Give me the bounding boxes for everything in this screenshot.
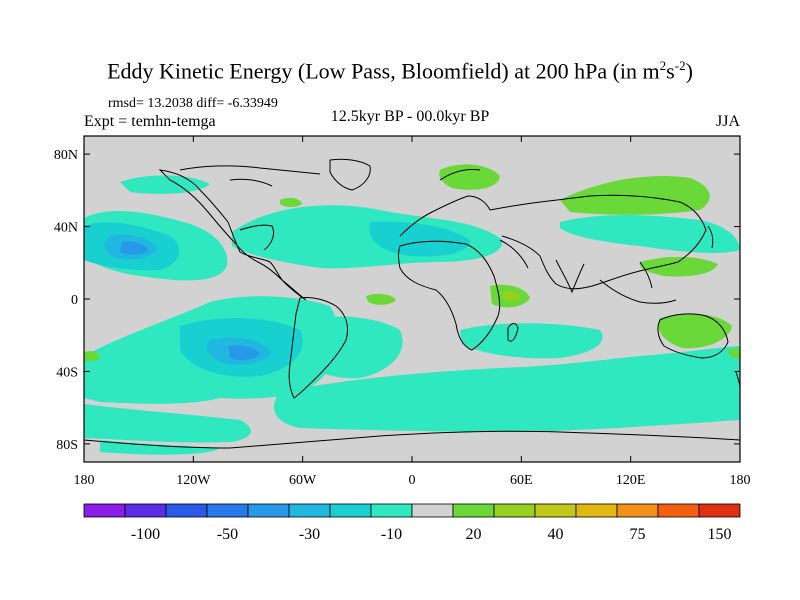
contour-green-southwest-pacific	[728, 348, 740, 359]
lat-tick-label: 80N	[54, 148, 78, 163]
title-unit-s: s	[666, 58, 675, 84]
colorbar-swatch	[411, 503, 454, 518]
title-exponent-2: -2	[674, 58, 686, 73]
contour-cyan-south-atlantic	[300, 316, 403, 379]
lat-tick-label: 0	[71, 293, 78, 308]
colorbar-swatch	[575, 503, 618, 518]
colorbar-label: -100	[131, 526, 160, 543]
contour-green-europe	[439, 164, 500, 190]
colorbar-label: 20	[466, 526, 482, 543]
lat-tick-label: 40N	[54, 221, 78, 236]
experiment-label: Expt = temhn-temga	[84, 113, 216, 130]
coastline-southeast-asia	[599, 261, 677, 304]
colorbar-swatch	[247, 503, 290, 518]
coastline-europe	[399, 169, 491, 237]
colorbar-swatch	[370, 503, 413, 518]
contour-core-blue-south-pacific	[228, 345, 260, 361]
colorbar-swatch	[493, 503, 536, 518]
colorbar: -100 -50 -30 -10 20 40 75 150	[83, 503, 741, 543]
contour-fill-layer	[84, 164, 740, 455]
lon-tick-label: 120E	[616, 473, 646, 488]
title-close-paren: )	[685, 58, 693, 84]
contour-blue-north-atlantic	[369, 221, 470, 257]
plot-title: Eddy Kinetic Energy (Low Pass, Bloomfiel…	[0, 58, 800, 84]
colorbar-label: 150	[708, 526, 732, 543]
season-label: JJA	[715, 113, 740, 130]
lon-tick-label: 180	[730, 473, 751, 488]
period-label: 12.5kyr BP - 00.0kyr BP	[330, 108, 490, 125]
colorbar-swatch	[698, 503, 741, 518]
colorbar-label: 75	[630, 526, 646, 543]
longitude-axis: 180 120W 60W 0 60E 120E 180	[74, 136, 751, 488]
colorbar-swatch	[329, 503, 372, 518]
colorbar-label: -30	[299, 526, 320, 543]
colorbar-swatch	[206, 503, 249, 518]
contour-cyan-southern-ocean	[274, 346, 740, 432]
coastline-canada-arctic	[179, 165, 321, 187]
colorbar-swatch	[657, 503, 700, 518]
colorbar-swatch	[534, 503, 577, 518]
colorbar-label: -10	[381, 526, 402, 543]
colorbar-swatch	[452, 503, 495, 518]
colorbar-label: 40	[548, 526, 564, 543]
lon-tick-label: 60E	[510, 473, 533, 488]
colorbar-label: -50	[217, 526, 238, 543]
lat-tick-label: 40S	[56, 365, 78, 380]
contour-green-central-asia	[560, 176, 710, 215]
coastline-greenland	[329, 158, 371, 191]
lon-tick-label: 60W	[289, 473, 317, 488]
title-text: Eddy Kinetic Energy (Low Pass, Bloomfiel…	[107, 58, 660, 84]
coastline-north-america	[158, 169, 307, 301]
coastline-japan	[707, 225, 714, 249]
coastline-layer	[84, 158, 740, 449]
contour-green-atlantic	[366, 293, 396, 305]
stats-label: rmsd= 13.2038 diff= -6.33949	[108, 96, 278, 111]
contour-cyan-indian-ocean	[460, 323, 603, 359]
colorbar-swatch	[616, 503, 659, 518]
title-exponent-1: 2	[659, 58, 667, 73]
coastline-antarctica	[84, 430, 740, 449]
coastline-africa	[398, 240, 501, 351]
latitude-axis: 80N 40N 0 40S 80S	[54, 148, 740, 453]
lon-tick-label: 180	[74, 473, 95, 488]
contour-green-east-pacific	[280, 197, 302, 207]
coastline-australia	[657, 313, 729, 359]
lon-tick-label: 0	[409, 473, 416, 488]
contour-green-south-pacific-east	[84, 351, 100, 362]
lon-tick-label: 120W	[176, 473, 211, 488]
colorbar-swatch	[165, 503, 208, 518]
contour-yellow-africa	[502, 291, 520, 301]
coastline-madagascar	[507, 323, 519, 342]
contour-core-blue-north-pacific	[120, 241, 148, 255]
coastline-asia	[489, 194, 707, 290]
contour-cyan-asia	[560, 215, 740, 253]
contour-green-australia	[658, 313, 732, 349]
lat-tick-label: 80S	[56, 438, 78, 453]
contour-cyan-alaska	[120, 175, 210, 194]
colorbar-swatch	[288, 503, 331, 518]
colorbar-swatch	[124, 503, 167, 518]
coastline-arabia-india	[499, 239, 585, 294]
contour-cyan-southern-ocean-west	[84, 404, 251, 443]
contour-green-west-pacific	[639, 256, 718, 277]
coastline-south-america	[288, 297, 349, 399]
colorbar-swatch	[83, 503, 126, 518]
